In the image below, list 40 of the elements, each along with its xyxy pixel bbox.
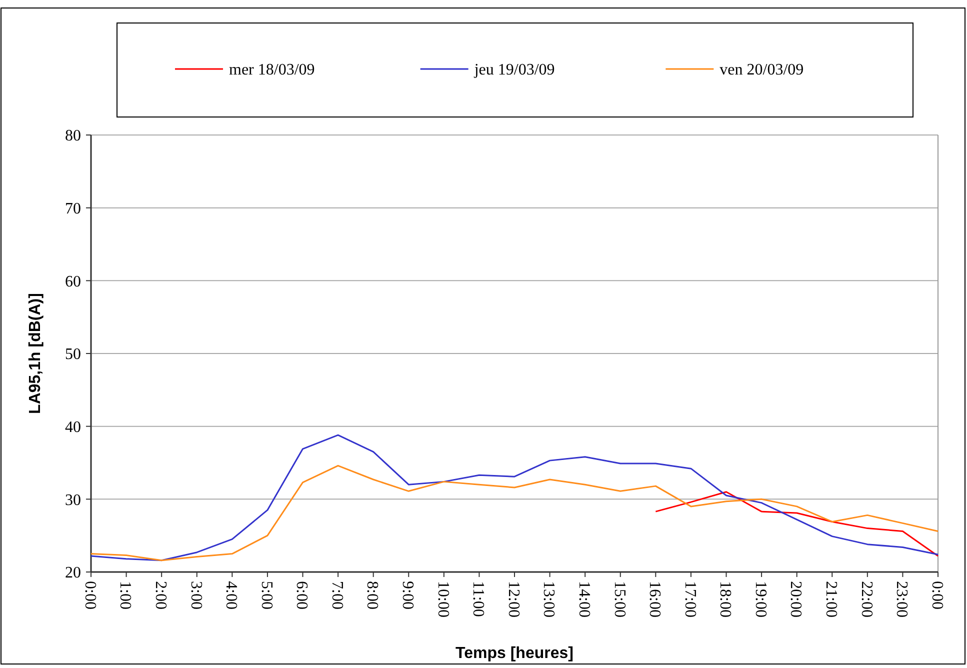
x-tick-label: 7:00 xyxy=(328,581,346,610)
legend-label: mer 18/03/09 xyxy=(229,62,315,79)
x-tick-label: 4:00 xyxy=(222,581,240,610)
x-tick-label: 3:00 xyxy=(187,581,204,610)
x-tick-label: 13:00 xyxy=(540,581,558,618)
x-tick-label: 21:00 xyxy=(822,581,840,618)
x-tick-label: 1:00 xyxy=(116,581,134,610)
x-tick-label: 17:00 xyxy=(681,581,698,618)
x-tick-label: 15:00 xyxy=(610,581,628,618)
x-tick-label: 22:00 xyxy=(858,581,875,618)
line-series xyxy=(654,491,939,557)
x-tick-label: 8:00 xyxy=(364,581,381,610)
x-tick-label: 6:00 xyxy=(293,581,310,610)
y-tick-label: 40 xyxy=(65,418,81,436)
x-tick-label: 23:00 xyxy=(893,581,910,618)
x-tick-label: 5:00 xyxy=(258,581,275,610)
y-axis-title: LA95,1h [dB(A)] xyxy=(27,293,44,414)
y-tick-label: 70 xyxy=(65,200,81,218)
x-tick-label: 9:00 xyxy=(399,581,416,610)
y-tick-label: 50 xyxy=(65,346,81,364)
y-tick-label: 20 xyxy=(65,564,81,582)
x-tick-label: 2:00 xyxy=(152,581,169,610)
x-tick-label: 16:00 xyxy=(646,581,664,618)
x-tick-label: 0:00 xyxy=(928,581,946,610)
y-tick-label: 30 xyxy=(65,492,81,509)
x-tick-label: 12:00 xyxy=(504,581,522,618)
x-tick-label: 18:00 xyxy=(716,581,734,618)
line-series xyxy=(90,434,939,562)
x-tick-label: 19:00 xyxy=(752,581,769,618)
x-axis-title: Temps [heures] xyxy=(456,645,574,662)
x-tick-label: 11:00 xyxy=(470,581,487,617)
line-series xyxy=(90,464,939,562)
x-tick-label: 20:00 xyxy=(787,581,804,618)
x-tick-label: 0:00 xyxy=(81,581,98,610)
y-tick-label: 80 xyxy=(65,128,81,145)
legend-label: jeu 19/03/09 xyxy=(473,62,555,79)
legend-label: ven 20/03/09 xyxy=(720,62,804,79)
y-tick-label: 60 xyxy=(65,273,81,290)
x-tick-label: 10:00 xyxy=(434,581,452,618)
x-tick-label: 14:00 xyxy=(575,581,592,618)
